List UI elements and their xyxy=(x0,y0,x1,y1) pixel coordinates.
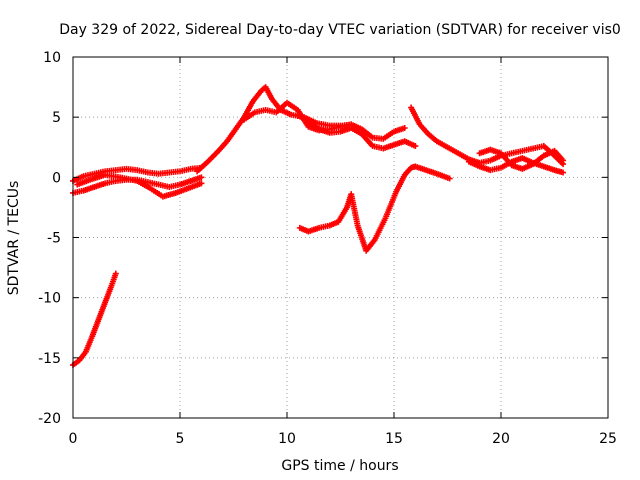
x-tick-label: 0 xyxy=(69,431,78,447)
series-track-evening-c xyxy=(476,146,567,172)
series-track-dip xyxy=(296,163,453,254)
grid-lines xyxy=(73,57,608,418)
data-point xyxy=(446,175,453,182)
series-track-early-descent xyxy=(70,270,119,369)
axis-ticks: 0 5 10 15 20 25 -20 -15 -10 -5 0 5 10 xyxy=(38,50,617,447)
x-tick-label: 25 xyxy=(599,431,617,447)
x-tick-label: 15 xyxy=(385,431,403,447)
chart-title: Day 329 of 2022, Sidereal Day-to-day VTE… xyxy=(59,22,621,38)
series-track-morning-c xyxy=(74,171,205,200)
y-tick-label: 5 xyxy=(52,110,61,126)
y-axis-label: SDTVAR / TECUs xyxy=(6,181,22,296)
y-tick-label: -20 xyxy=(38,411,61,427)
data-markers xyxy=(70,84,567,369)
y-tick-label: -5 xyxy=(47,231,61,247)
y-tick-label: 10 xyxy=(43,50,61,66)
data-point xyxy=(112,270,119,277)
y-tick-label: 0 xyxy=(52,170,61,186)
data-point xyxy=(560,157,567,164)
data-point xyxy=(198,180,205,187)
x-tick-label: 20 xyxy=(492,431,510,447)
series-track-afternoon-lower xyxy=(294,111,419,152)
series-track-mid-band xyxy=(241,99,408,142)
x-axis-label: GPS time / hours xyxy=(281,458,398,474)
series-track-rise-to-peak xyxy=(194,84,355,175)
data-point xyxy=(401,124,408,131)
y-tick-label: -15 xyxy=(38,351,61,367)
x-tick-label: 10 xyxy=(278,431,296,447)
y-tick-label: -10 xyxy=(38,291,61,307)
data-point xyxy=(412,143,419,150)
x-tick-label: 5 xyxy=(176,431,185,447)
data-point xyxy=(198,174,205,181)
data-point xyxy=(560,169,567,176)
